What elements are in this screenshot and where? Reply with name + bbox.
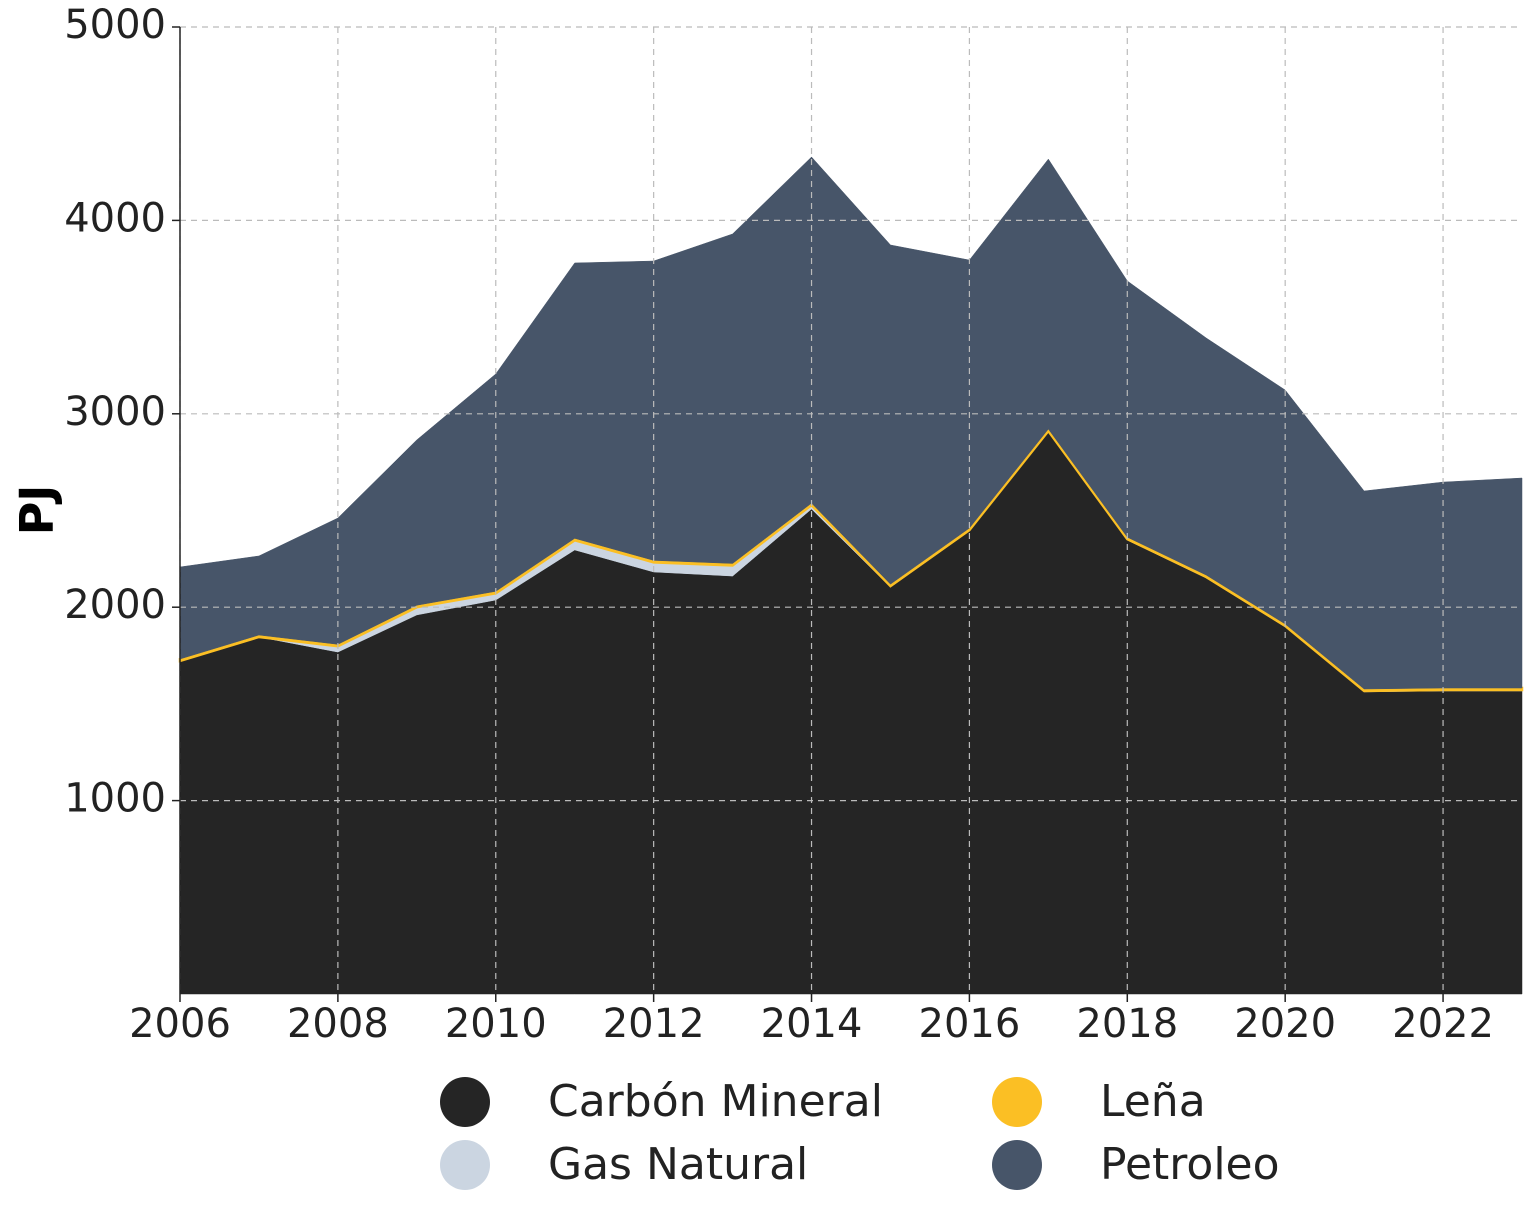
x-tick-label: 2012 xyxy=(603,1001,705,1047)
x-tick-label: 2006 xyxy=(129,1001,231,1047)
x-tick-label: 2016 xyxy=(919,1001,1021,1047)
x-tick-label: 2008 xyxy=(287,1001,389,1047)
legend-label: Petroleo xyxy=(1100,1139,1280,1190)
y-tick-label: 2000 xyxy=(64,582,166,628)
y-tick-label: 3000 xyxy=(64,389,166,435)
legend-label: Carbón Mineral xyxy=(548,1076,883,1127)
legend-label: Leña xyxy=(1100,1076,1206,1127)
legend-marker xyxy=(440,1077,490,1127)
y-tick-label: 4000 xyxy=(64,195,166,241)
x-tick-label: 2020 xyxy=(1234,1001,1336,1047)
x-tick-label: 2018 xyxy=(1076,1001,1178,1047)
legend-marker xyxy=(440,1140,490,1190)
x-tick-label: 2010 xyxy=(445,1001,547,1047)
y-tick-label: 1000 xyxy=(64,776,166,822)
legend-marker xyxy=(992,1077,1042,1127)
legend-label: Gas Natural xyxy=(548,1139,808,1190)
x-tick-label: 2014 xyxy=(761,1001,863,1047)
x-tick-label: 2022 xyxy=(1392,1001,1494,1047)
y-tick-label: 5000 xyxy=(64,2,166,48)
legend-marker xyxy=(992,1140,1042,1190)
y-axis-label: PJ xyxy=(10,485,64,536)
